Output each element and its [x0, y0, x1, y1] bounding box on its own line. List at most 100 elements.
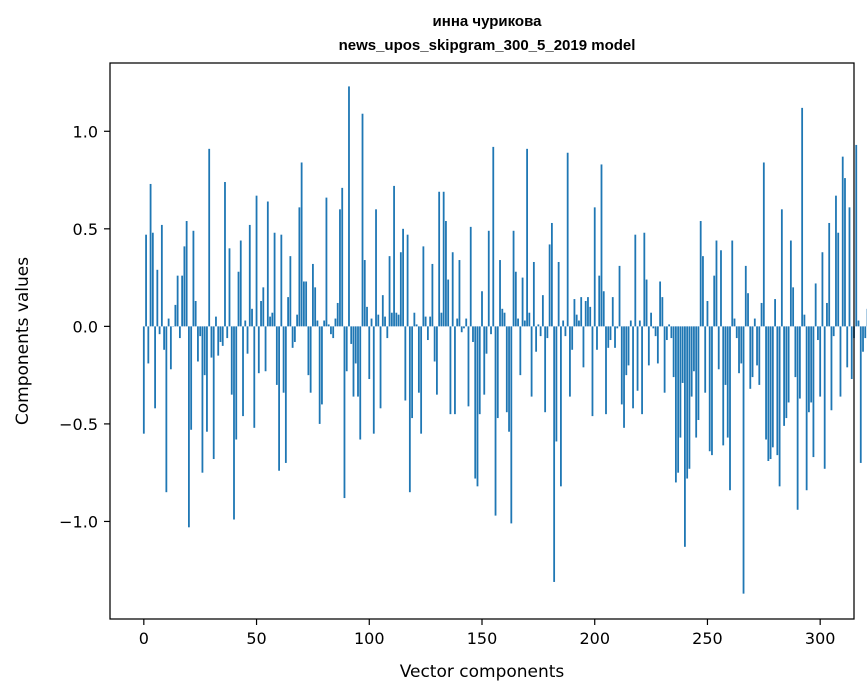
bar-215	[627, 326, 630, 366]
bar-119	[411, 326, 414, 419]
y-tick-label-0: −1.0	[59, 512, 98, 531]
bar-256	[720, 250, 722, 327]
bar-117	[406, 234, 409, 327]
bar-17	[181, 275, 184, 327]
bar-127	[429, 316, 432, 327]
bar-137	[451, 252, 454, 327]
bar-197	[587, 297, 589, 327]
bar-52	[260, 301, 262, 327]
bar-245	[695, 326, 698, 438]
bar-147	[474, 326, 477, 479]
bar-295	[808, 326, 810, 413]
chart-title-line-1: инна чурикова	[433, 13, 543, 30]
bar-251	[708, 326, 711, 452]
bar-233	[668, 324, 671, 327]
bar-154	[490, 326, 492, 335]
bar-186	[562, 320, 565, 327]
bar-193	[578, 320, 580, 327]
bar-1	[145, 234, 147, 327]
bar-266	[742, 326, 745, 594]
bar-113	[397, 314, 400, 327]
y-tick-label-2: 0.0	[73, 317, 98, 336]
bar-172	[530, 326, 533, 397]
bar-250	[706, 301, 709, 327]
bar-84	[332, 326, 335, 339]
bar-217	[632, 326, 634, 409]
x-axis-ticks: 0 50 100 150 200 250 300	[139, 619, 835, 648]
bar-81	[325, 197, 328, 327]
bar-170	[526, 148, 528, 327]
bar-42	[237, 271, 240, 327]
bar-15	[176, 275, 179, 327]
bar-73	[307, 326, 310, 376]
bar-263	[735, 326, 738, 339]
bar-269	[749, 326, 752, 389]
bar-247	[699, 221, 702, 327]
bar-118	[408, 326, 411, 493]
bar-277	[767, 326, 770, 461]
bar-86	[336, 302, 339, 327]
bar-284	[783, 326, 786, 426]
bar-91	[348, 86, 350, 327]
bar-83	[330, 326, 332, 335]
bar-313	[848, 207, 851, 327]
bar-87	[339, 209, 341, 327]
bar-199	[591, 326, 594, 417]
bar-274	[760, 302, 763, 327]
bar-5	[154, 326, 156, 409]
x-tick-label-200: 200	[579, 629, 610, 648]
bar-166	[517, 318, 519, 327]
bar-285	[785, 326, 788, 419]
bar-195	[582, 326, 585, 368]
bar-229	[659, 281, 662, 327]
bar-110	[390, 312, 393, 327]
bar-265	[740, 326, 743, 364]
bar-270	[751, 326, 754, 378]
bar-291	[798, 326, 801, 399]
bar-178	[544, 326, 547, 413]
bar-37	[226, 326, 229, 339]
bar-88	[341, 187, 344, 327]
y-axis-label: Components values	[13, 257, 33, 425]
bar-297	[812, 326, 815, 458]
bar-157	[496, 326, 499, 419]
bar-60	[278, 326, 280, 471]
bar-283	[780, 209, 783, 327]
bar-182	[553, 326, 556, 582]
bar-131	[438, 191, 441, 327]
bar-111	[393, 185, 395, 327]
bar-94	[354, 326, 357, 364]
bar-175	[537, 324, 540, 327]
bar-72	[305, 281, 308, 327]
bar-200	[593, 207, 596, 327]
bar-267	[744, 265, 747, 327]
bar-177	[541, 295, 544, 327]
bar-225	[650, 312, 652, 327]
bar-135	[447, 279, 450, 327]
bar-306	[832, 326, 835, 337]
bar-191	[573, 299, 576, 327]
bar-120	[413, 312, 416, 327]
bar-198	[589, 306, 592, 327]
bar-211	[618, 265, 621, 327]
bar-246	[697, 326, 700, 421]
bar-46	[246, 326, 249, 354]
bar-142	[463, 326, 465, 329]
bar-185	[560, 326, 562, 487]
bar-249	[704, 326, 707, 393]
bar-302	[823, 326, 826, 469]
bar-41	[235, 326, 238, 440]
bar-287	[789, 240, 792, 327]
bar-47	[248, 224, 251, 327]
bar-316	[855, 144, 858, 327]
bar-89	[343, 326, 346, 499]
bar-92	[350, 326, 353, 344]
bar-79	[321, 326, 323, 405]
bar-24	[197, 326, 199, 362]
bar-276	[765, 326, 767, 440]
bar-282	[778, 326, 781, 487]
bar-173	[532, 261, 535, 327]
bar-165	[514, 271, 517, 327]
bar-132	[440, 312, 443, 327]
bar-61	[280, 234, 283, 327]
